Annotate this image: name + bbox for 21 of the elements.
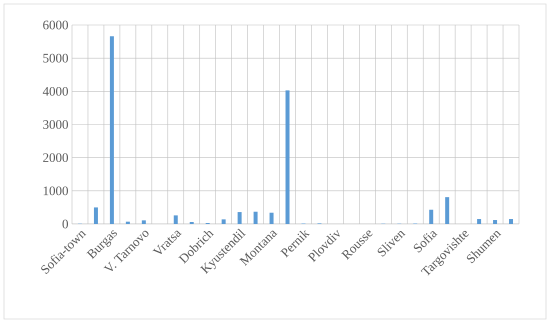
bar xyxy=(477,219,482,224)
bar xyxy=(94,207,98,224)
y-tick-label: 6000 xyxy=(43,20,68,30)
bar xyxy=(493,220,498,224)
bar xyxy=(509,219,514,224)
bar xyxy=(110,36,114,224)
y-tick-label: 2000 xyxy=(43,153,68,162)
y-tick-label: 0 xyxy=(62,220,68,228)
y-tick-label: 3000 xyxy=(43,120,68,129)
bar xyxy=(445,197,450,224)
y-tick-label: 5000 xyxy=(43,54,68,63)
bar xyxy=(429,210,434,224)
bar xyxy=(270,212,274,224)
y-tick-label: 4000 xyxy=(42,86,68,96)
bar xyxy=(286,90,290,224)
bar xyxy=(254,212,258,224)
bar xyxy=(142,220,146,224)
bar xyxy=(174,215,178,224)
bar xyxy=(222,219,226,224)
y-tick-label: 1000 xyxy=(44,186,68,196)
bar xyxy=(238,212,242,224)
